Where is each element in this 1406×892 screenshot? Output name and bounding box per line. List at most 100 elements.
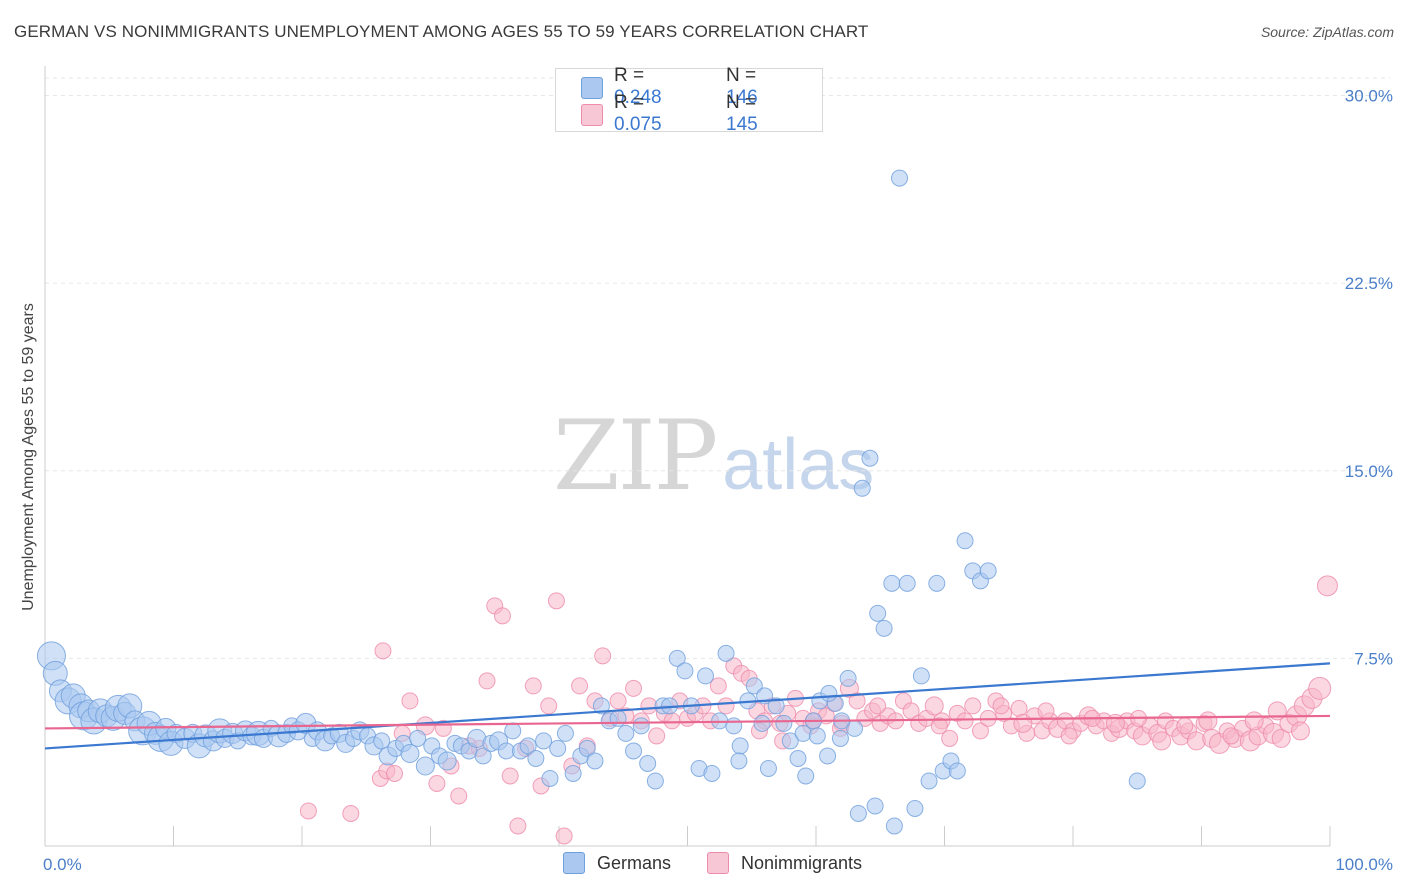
germans-point (527, 749, 545, 767)
germans-point (920, 772, 938, 790)
nonimmigrants-point (1013, 713, 1033, 733)
germans-point (504, 722, 522, 740)
nonimmigrants-point (374, 642, 392, 660)
germans-point (839, 669, 857, 687)
germans-point (808, 727, 826, 745)
germans-point (820, 684, 838, 702)
nonimmigrants-point (547, 592, 565, 610)
nonimmigrants-point (1010, 699, 1028, 717)
germans-point (794, 724, 812, 742)
nonimmigrants-point (1060, 727, 1078, 745)
germans-n: N = 146 (726, 65, 758, 108)
germans-point (639, 754, 657, 772)
germans-point (979, 562, 997, 580)
nonimmigrants-point (493, 607, 511, 625)
series-legend: Germans Nonimmigrants (0, 852, 1406, 876)
legend-nonimmigrants-swatch (707, 852, 729, 874)
nonimmigrants-point (540, 697, 558, 715)
nonimmigrants-point (848, 692, 866, 710)
germans-point (891, 169, 909, 187)
source-credit: Source: ZipAtlas.com (1260, 24, 1394, 40)
germans-swatch (581, 77, 603, 99)
germans-point (415, 756, 435, 776)
nonimmigrants-point (342, 804, 360, 822)
germans-trend-line (44, 662, 1331, 750)
germans-point (609, 709, 627, 727)
germans-point (497, 742, 515, 760)
germans-point (912, 667, 930, 685)
germans-point (535, 732, 553, 750)
germans-point (646, 772, 664, 790)
germans-point (753, 714, 771, 732)
nonimmigrants-point (648, 727, 666, 745)
nonimmigrants-point (971, 722, 989, 740)
watermark-zip: ZIP (553, 400, 718, 512)
nonimmigrants-trend-line (44, 714, 1331, 730)
germans-point (883, 574, 901, 592)
germans-point (875, 619, 893, 637)
chart-title: GERMAN VS NONIMMIGRANTS UNEMPLOYMENT AMO… (14, 22, 869, 41)
nonimmigrants-point (571, 677, 589, 695)
x-tick-label-max: 100.0% (1335, 855, 1393, 874)
germans-point (632, 717, 650, 735)
germans-point (849, 804, 867, 822)
y-tick-label: 15.0% (1345, 462, 1393, 481)
legend-germans-swatch (563, 852, 585, 874)
nonimmigrants-point (299, 802, 317, 820)
y-tick-label: 30.0% (1345, 87, 1393, 106)
germans-point (668, 649, 686, 667)
germans-point (948, 762, 966, 780)
nonimmigrants-point (1271, 728, 1291, 748)
germans-point (775, 714, 793, 732)
nonimmigrants-point (1290, 721, 1310, 741)
nonimmigrants-point (640, 697, 658, 715)
x-tick-label-min: 0.0% (43, 855, 82, 874)
germans-point (745, 677, 763, 695)
germans-point (696, 667, 714, 685)
nonimmigrants-point (1198, 711, 1218, 731)
nonimmigrants-point (609, 692, 627, 710)
germans-point (556, 724, 574, 742)
germans-point (625, 742, 643, 760)
germans-point (437, 751, 457, 771)
germans-point (906, 799, 924, 817)
nonimmigrants-point (509, 817, 527, 835)
germans-point (409, 729, 427, 747)
germans-point (956, 532, 974, 550)
nonimmigrants-point (401, 692, 419, 710)
germans-point (797, 767, 815, 785)
nonimmigrants-point (924, 696, 944, 716)
watermark-atlas: atlas (722, 425, 875, 505)
germans-point (885, 817, 903, 835)
nonimmigrants-point (428, 774, 446, 792)
y-tick-label: 7.5% (1354, 649, 1393, 668)
germans-point (592, 697, 610, 715)
germans-point (725, 717, 743, 735)
germans-point (853, 479, 871, 497)
nonimmigrants-point (964, 697, 982, 715)
nonimmigrants-point (450, 787, 468, 805)
germans-point (789, 749, 807, 767)
stats-legend: R = 0.248 N = 146 R = 0.075 N = 145 (555, 65, 823, 135)
germans-point (831, 729, 849, 747)
nonimmigrants-point (1152, 731, 1172, 751)
nonimmigrants-swatch (581, 104, 603, 126)
zipatlas-watermark: ZIPatlas (553, 400, 874, 512)
germans-point (400, 743, 420, 763)
germans-point (586, 752, 604, 770)
nonimmigrants-point (594, 647, 612, 665)
germans-point (898, 574, 916, 592)
legend-item-nonimmigrants: Nonimmigrants (707, 852, 862, 874)
germans-point (759, 759, 777, 777)
germans-point (676, 662, 694, 680)
legend-nonimmigrants-label: Nonimmigrants (741, 852, 863, 873)
nonimmigrants-point (501, 767, 519, 785)
nonimmigrants-point (524, 677, 542, 695)
germans-point (474, 747, 492, 765)
germans-point (767, 697, 785, 715)
germans-point (564, 764, 582, 782)
nonimmigrants-point (941, 729, 959, 747)
germans-point (731, 737, 749, 755)
germans-point (617, 724, 635, 742)
